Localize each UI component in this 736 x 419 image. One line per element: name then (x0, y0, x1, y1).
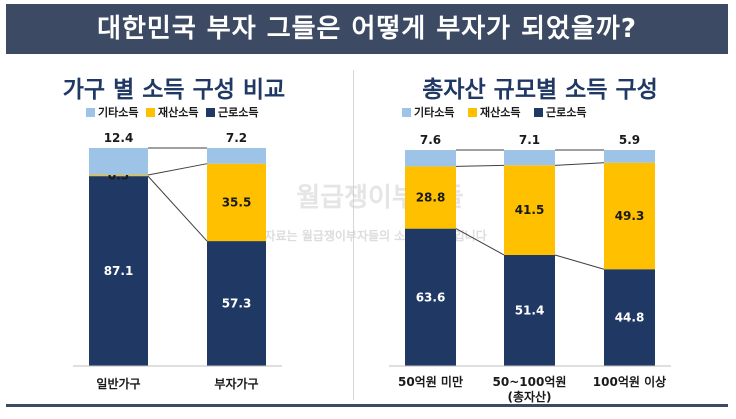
chart1-data-label-2-2: 35.5 (222, 195, 252, 209)
chart1-category-label-1: 일반가구 (96, 376, 140, 391)
chart2-title: 총자산 규모별 소득 구성 (422, 77, 658, 103)
chart2-bar-1-3 (405, 150, 456, 167)
chart2-data-label-3-3: 5.9 (619, 133, 640, 147)
chart2-legend-swatch-2 (468, 108, 477, 117)
chart1-bar-2-1 (207, 241, 266, 366)
chart2-data-label-1-1: 63.6 (416, 290, 446, 304)
chart1-category-label-2: 부자가구 (214, 376, 258, 391)
chart2-legend-swatch-3 (534, 108, 543, 117)
footer-rule (6, 404, 728, 407)
chart2-category-label-2-2: (총자산) (507, 389, 551, 404)
chart1-bar-2-3 (207, 148, 266, 164)
chart2-data-label-3-2: 49.3 (615, 209, 645, 223)
chart2-legend-label-3: 근로소득 (546, 106, 586, 119)
chart2-connector-2-1 (554, 254, 605, 270)
chart1-bar-2-2 (207, 163, 266, 242)
chart2-bar-3-2 (604, 162, 655, 270)
chart1-data-label-2-1: 57.3 (222, 297, 252, 311)
chart2-legend-label-2: 재산소득 (480, 105, 520, 119)
chart1-bar-1-3 (89, 148, 148, 176)
chart2-legend-label-1: 기타소득 (414, 105, 454, 119)
chart2-bar-3-1 (604, 269, 655, 366)
chart2-bar-3-3 (604, 150, 655, 163)
chart2-connector-1-1 (455, 228, 505, 256)
chart2-connector-2-2 (554, 162, 605, 166)
page-title: 대한민국 부자 그들은 어떻게 부자가 되었을까? (97, 14, 637, 44)
chart2-legend-swatch-1 (402, 108, 411, 117)
chart1-legend-swatch-2 (146, 108, 155, 117)
chart2-data-label-1-2: 28.8 (416, 191, 446, 205)
chart2-category-label-3: 100억원 이상 (593, 374, 666, 389)
chart2-bar-2-1 (504, 254, 555, 366)
panel-divider (353, 70, 354, 400)
chart1-legend-label-2: 재산소득 (158, 105, 198, 119)
chart1-data-label-2-3: 7.2 (226, 131, 247, 145)
chart1-data-label-1-3: 12.4 (104, 131, 134, 145)
chart1-title: 가구 별 소득 구성 비교 (63, 77, 285, 103)
chart2-data-label-2-1: 51.4 (515, 303, 545, 317)
chart2-bar-1-1 (405, 228, 456, 366)
chart2-data-label-2-3: 7.1 (519, 133, 540, 147)
title-bar: 대한민국 부자 그들은 어떻게 부자가 되었을까? (6, 4, 728, 54)
chart2-data-label-3-1: 44.8 (615, 311, 645, 325)
chart1-bar-1-2 (89, 175, 148, 177)
chart2-category-label-2-1: 50~100억원 (493, 375, 567, 389)
chart1-legend-label-1: 기타소득 (98, 105, 138, 119)
chart2-data-label-2-2: 41.5 (515, 203, 545, 217)
chart1-legend-swatch-1 (86, 108, 95, 117)
chart1-connector-1-2 (147, 163, 208, 176)
chart1-data-label-1-1: 87.1 (104, 264, 134, 278)
chart1-legend-swatch-3 (206, 108, 215, 117)
chart2-category-label-1: 50억원 미만 (398, 374, 463, 389)
chart1-bar-1-1 (89, 176, 148, 366)
chart1-connector-1-1 (147, 175, 208, 242)
chart1-legend-label-3: 근로소득 (218, 106, 258, 119)
chart2-bar-2-3 (504, 150, 555, 166)
chart2-bar-1-2 (405, 166, 456, 229)
chart2-connector-1-2 (455, 164, 505, 167)
chart2-data-label-1-3: 7.6 (420, 133, 441, 147)
chart2-bar-2-2 (504, 165, 555, 255)
